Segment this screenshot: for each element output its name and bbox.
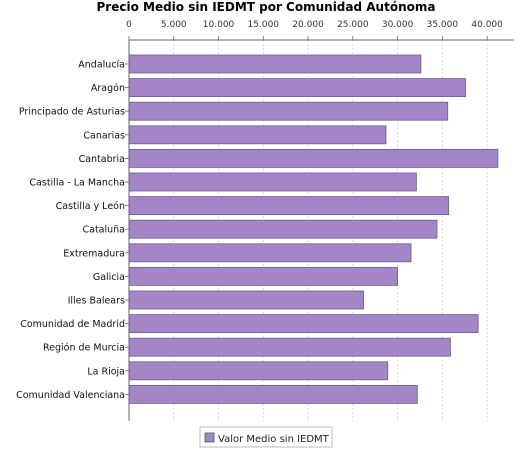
category-label: Principado de Asturias	[19, 107, 125, 118]
category-label: La Rioja	[87, 366, 125, 377]
x-tick-label: 5.000	[161, 20, 187, 30]
x-axis-ticks: 0 5.000 10.000 15.000 20.000 25.000 30.000 35.0…	[126, 20, 503, 40]
bar	[128, 101, 449, 121]
category-label: Andalucía	[78, 60, 125, 71]
x-tick-label: 15.000	[248, 20, 280, 30]
x-tick-label: 40.000	[471, 20, 503, 30]
category-label: Canarias	[83, 130, 125, 141]
bar	[128, 361, 389, 381]
x-tick-label: 25.000	[337, 20, 369, 30]
bar	[128, 266, 399, 286]
bar	[128, 314, 479, 334]
category-label: Extremadura	[63, 248, 125, 259]
grid-lines	[173, 40, 488, 421]
bar	[128, 219, 438, 239]
bars	[128, 54, 499, 404]
category-label: Cataluña	[82, 225, 125, 236]
category-label: Galicia	[93, 272, 125, 283]
bar	[128, 54, 422, 74]
x-tick-label: 20.000	[292, 20, 324, 30]
bar	[128, 290, 364, 310]
category-label: Illes Balears	[68, 296, 125, 307]
x-tick-label: 0	[126, 20, 132, 30]
x-tick-label: 30.000	[382, 20, 414, 30]
bar	[128, 384, 418, 404]
bar	[128, 125, 387, 145]
legend-swatch	[204, 432, 215, 443]
category-label: Castilla y León	[56, 201, 125, 212]
bar	[128, 148, 499, 168]
bar	[128, 337, 451, 357]
bar	[128, 172, 417, 192]
category-label: Cantabria	[79, 154, 125, 165]
bar	[128, 78, 467, 97]
axes	[128, 39, 514, 421]
category-label: Aragón	[91, 83, 125, 94]
x-tick-label: 10.000	[203, 20, 235, 30]
x-tick-label: 35.000	[427, 20, 459, 30]
chart-title: Precio Medio sin IEDMT por Comunidad Aut…	[97, 0, 436, 14]
bar	[128, 243, 412, 263]
category-label: Región de Murcia	[43, 343, 125, 354]
legend-box	[199, 426, 333, 448]
category-label: Comunidad de Madrid	[20, 319, 125, 330]
legend-label: Valor Medio sin IEDMT	[218, 434, 330, 445]
y-axis-categories: Andalucía Aragón Principado de Asturias Can…	[16, 60, 129, 401]
legend: Valor Medio sin IEDMT	[199, 426, 333, 448]
category-label: Castilla - La Mancha	[29, 178, 125, 189]
category-label: Comunidad Valenciana	[16, 390, 125, 401]
bar	[128, 196, 450, 216]
